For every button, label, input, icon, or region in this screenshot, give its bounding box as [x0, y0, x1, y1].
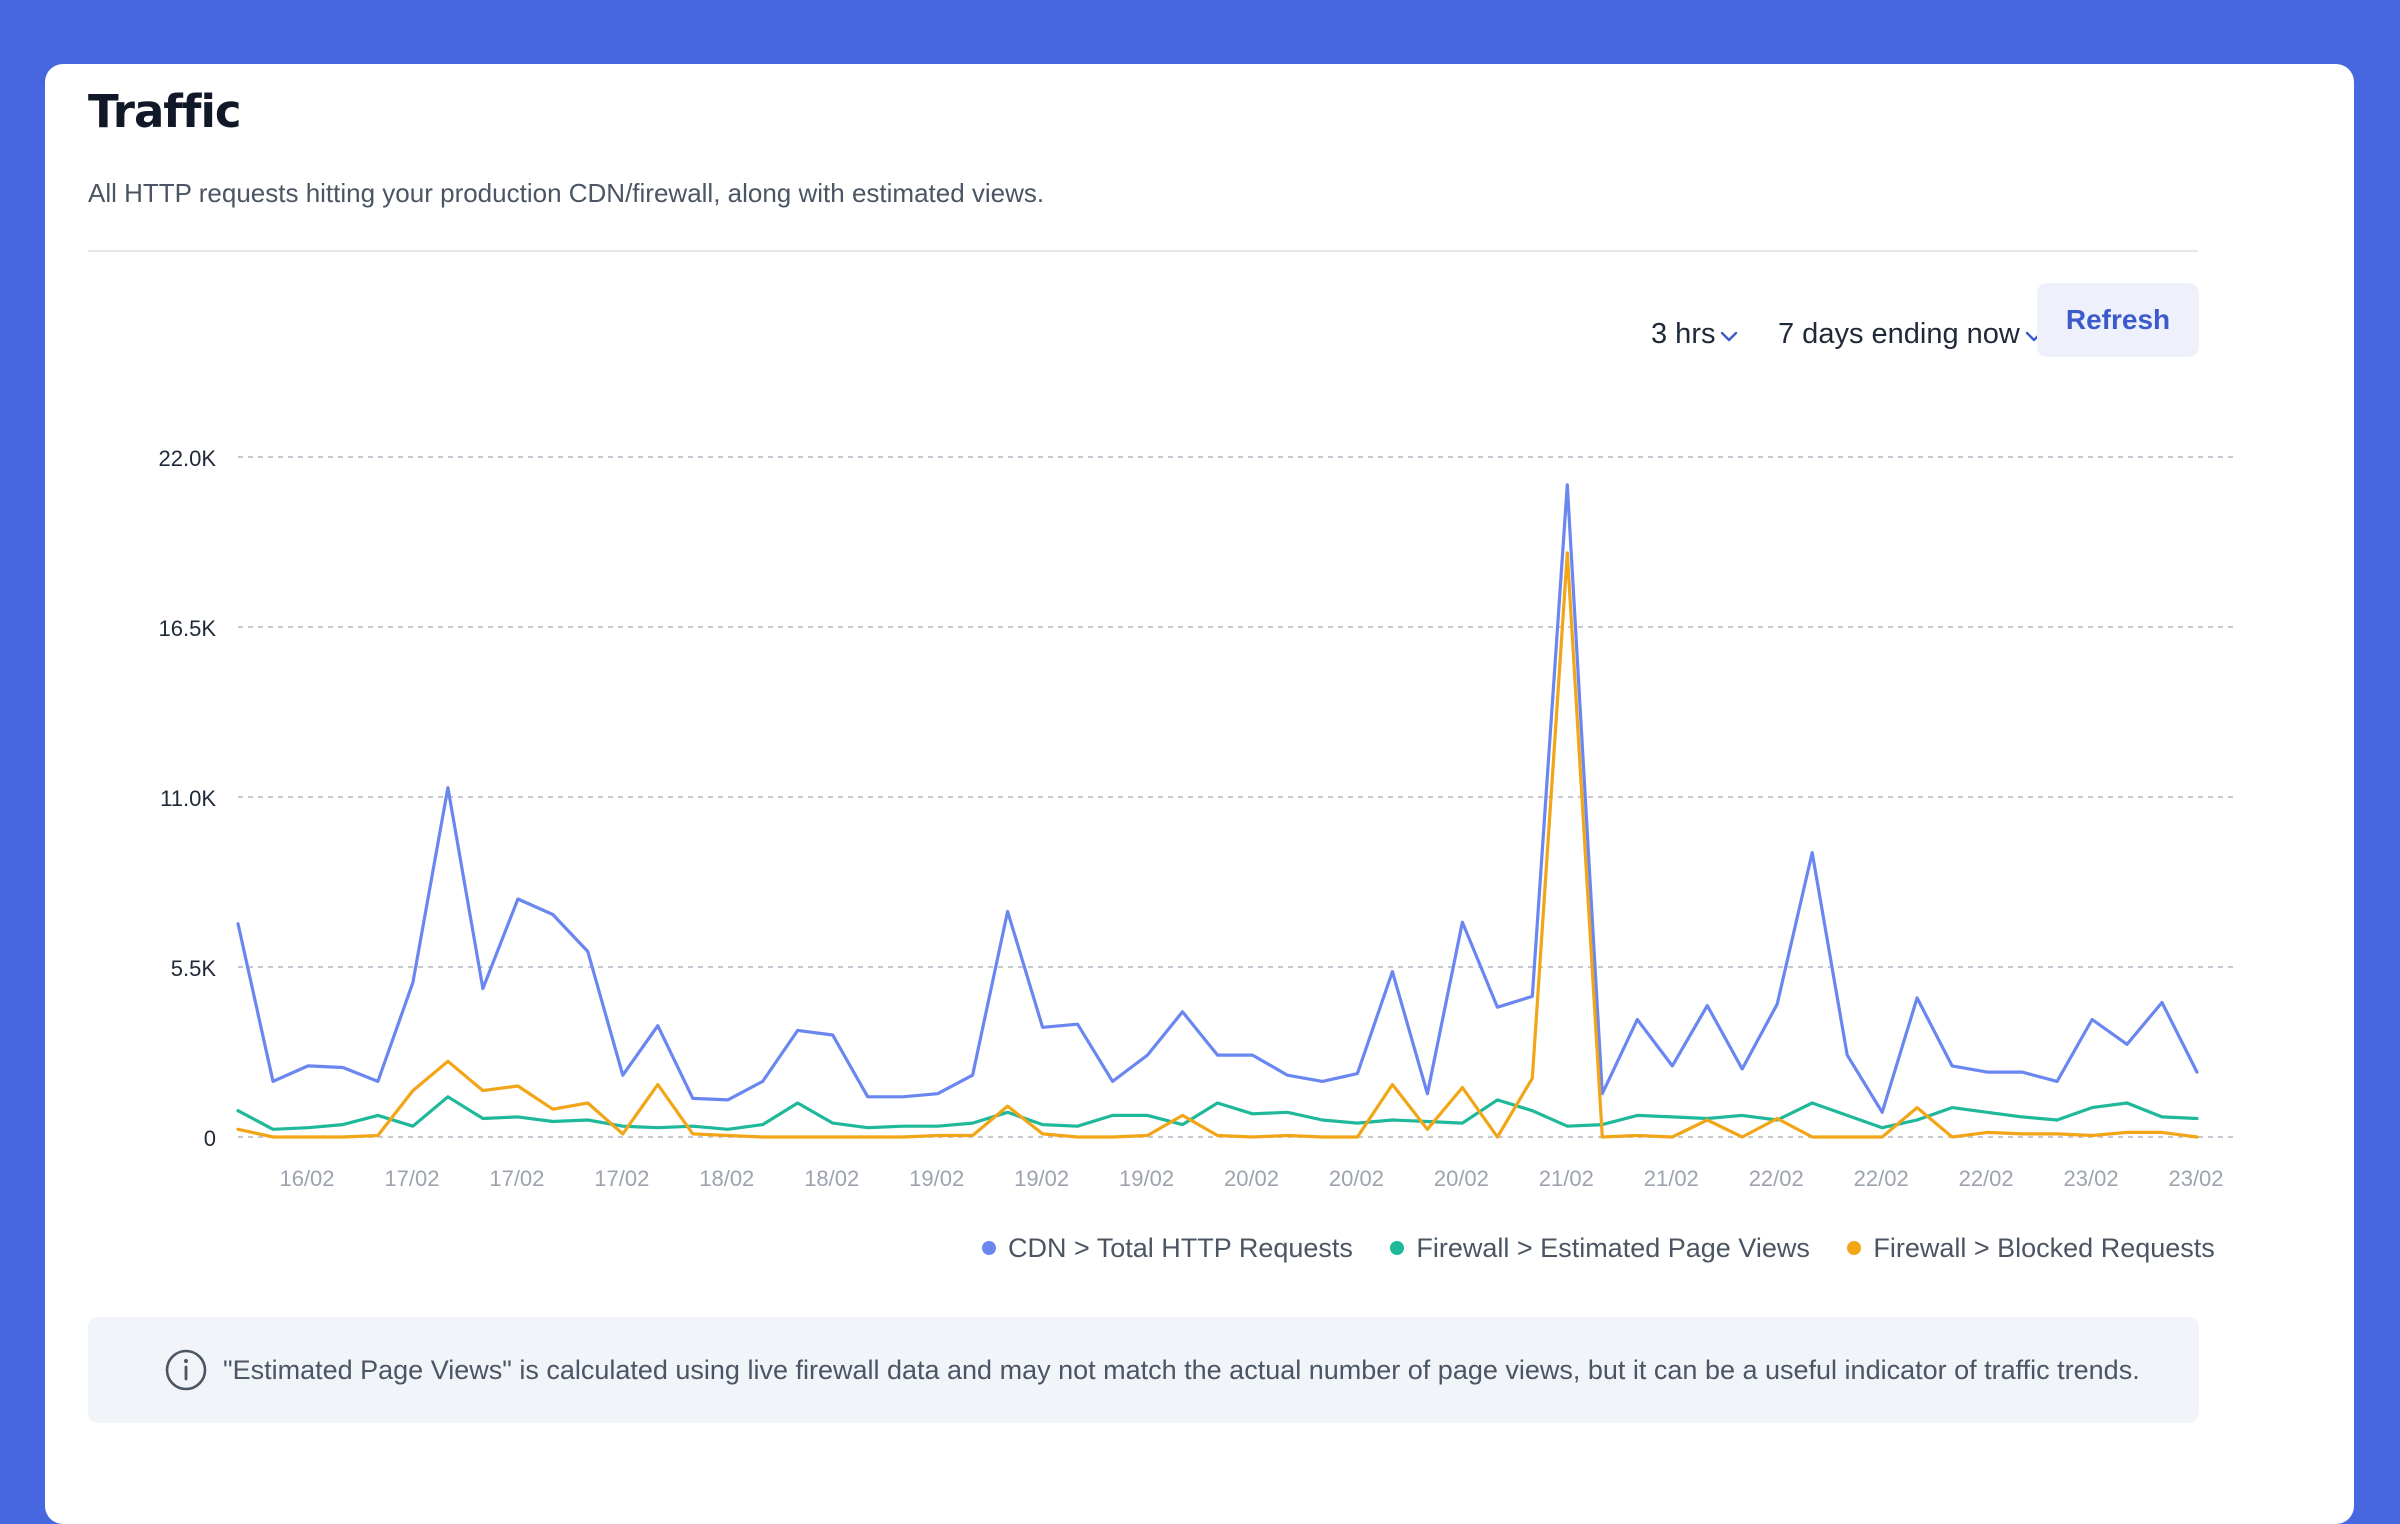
x-tick-label: 17/02: [384, 1166, 439, 1191]
refresh-button[interactable]: Refresh: [2037, 283, 2199, 357]
x-tick-label: 18/02: [699, 1166, 754, 1191]
legend-dot-icon: [982, 1240, 996, 1255]
interval-dropdown[interactable]: 3 hrs: [1651, 304, 1739, 364]
series-line-blocked: [236, 551, 2199, 1139]
legend-dot-icon: [1390, 1240, 1405, 1255]
x-tick-label: 20/02: [1434, 1166, 1489, 1191]
legend-item-page-views: Firewall > Estimated Page Views: [1390, 1228, 1810, 1268]
x-tick-label: 17/02: [489, 1166, 544, 1191]
y-tick-label: 22.0K: [159, 446, 217, 471]
x-tick-label: 21/02: [1644, 1166, 1699, 1191]
series-line-cdn: [236, 483, 2199, 1114]
interval-label: 3 hrs: [1651, 318, 1716, 350]
x-tick-label: 21/02: [1539, 1166, 1594, 1191]
x-tick-label: 23/02: [2064, 1166, 2119, 1191]
x-tick-label: 18/02: [804, 1166, 859, 1191]
x-tick-label: 19/02: [1014, 1166, 1069, 1191]
y-tick-label: 0: [204, 1126, 216, 1151]
y-tick-label: 5.5K: [171, 956, 217, 981]
x-tick-label: 22/02: [1959, 1166, 2014, 1191]
legend-label-blocked: Firewall > Blocked Requests: [1873, 1233, 2215, 1263]
traffic-line-chart: 0 5.5K 11.0K 16.5K 22.0K 16/02 17/02 17/02 17/0…: [159, 446, 2234, 1191]
y-tick-label: 16.5K: [159, 616, 217, 641]
info-text: "Estimated Page Views" is calculated usi…: [223, 1355, 2140, 1385]
traffic-card: [45, 64, 2354, 1524]
legend-item-cdn: CDN > Total HTTP Requests: [982, 1228, 1353, 1268]
info-banner: "Estimated Page Views" is calculated usi…: [88, 1317, 2199, 1423]
chart-legend: CDN > Total HTTP Requests Firewall > Est…: [982, 1228, 2215, 1268]
divider: [88, 250, 2198, 252]
x-tick-label: 23/02: [2168, 1166, 2223, 1191]
legend-label-cdn: CDN > Total HTTP Requests: [1008, 1233, 1353, 1263]
info-icon: [164, 1348, 208, 1397]
x-tick-label: 22/02: [1854, 1166, 1909, 1191]
x-tick-label: 16/02: [279, 1166, 334, 1191]
y-tick-label: 11.0K: [160, 786, 216, 811]
x-tick-label: 19/02: [1119, 1166, 1174, 1191]
legend-item-blocked: Firewall > Blocked Requests: [1847, 1228, 2215, 1268]
chevron-down-icon: [1719, 305, 1739, 365]
page-title: Traffic: [88, 85, 242, 138]
legend-label-page-views: Firewall > Estimated Page Views: [1416, 1233, 1810, 1263]
x-tick-label: 17/02: [594, 1166, 649, 1191]
page-subtitle: All HTTP requests hitting your productio…: [88, 178, 1045, 208]
x-tick-label: 20/02: [1329, 1166, 1384, 1191]
x-tick-label: 20/02: [1224, 1166, 1279, 1191]
series-line-page-views: [236, 1095, 2199, 1131]
x-tick-label: 19/02: [909, 1166, 964, 1191]
x-tick-label: 22/02: [1749, 1166, 1804, 1191]
legend-dot-icon: [1847, 1240, 1862, 1255]
range-dropdown[interactable]: 7 days ending now: [1778, 304, 2044, 364]
range-label: 7 days ending now: [1778, 318, 2020, 350]
